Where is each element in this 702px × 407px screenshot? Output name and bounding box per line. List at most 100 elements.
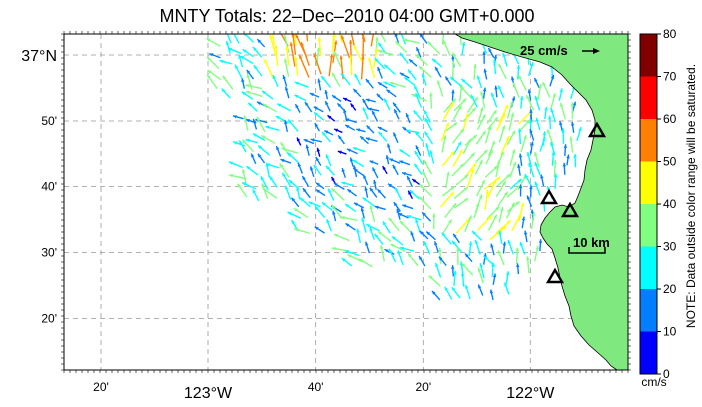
current-vector-head: [421, 73, 426, 78]
current-vector-head: [206, 38, 211, 42]
current-vector-head: [389, 81, 394, 86]
current-vector-head: [530, 62, 534, 67]
current-vector-head: [561, 128, 565, 132]
current-vector-head: [325, 165, 330, 170]
current-vector-head: [207, 74, 211, 79]
current-vector-head: [554, 173, 558, 178]
scale-vector-arrowhead: [593, 48, 600, 54]
current-vector-head: [387, 143, 391, 148]
current-vector-head: [542, 131, 547, 136]
current-vector-head: [313, 53, 317, 58]
current-vector-head: [362, 107, 367, 112]
current-vector-head: [343, 109, 347, 113]
current-vector-head: [350, 103, 355, 108]
current-vector-head: [295, 104, 299, 109]
longitude-tick-label: 40': [308, 380, 324, 394]
current-vector-head: [315, 189, 320, 194]
current-vector-head: [511, 202, 515, 207]
current-vector-head: [353, 202, 358, 207]
radar-site-marker: [539, 188, 559, 205]
current-vector-head: [419, 34, 424, 38]
current-vector-head: [274, 44, 278, 49]
current-vector-head: [559, 88, 563, 93]
current-vector-head: [419, 255, 423, 260]
current-vector-head: [334, 234, 339, 238]
current-vector-head: [292, 26, 295, 30]
current-vector-head: [264, 59, 268, 64]
current-vector-head: [265, 162, 269, 167]
current-vector: [269, 34, 277, 57]
current-vector-head: [482, 51, 486, 56]
current-vector-head: [413, 110, 418, 115]
current-vector-head: [315, 206, 319, 211]
current-vector-head: [360, 207, 365, 212]
current-vector-head: [280, 158, 285, 163]
current-vector-head: [398, 213, 403, 217]
current-vector-head: [529, 129, 533, 134]
current-vector-head: [316, 47, 321, 52]
coastline-land: [454, 34, 628, 370]
current-vector-head: [479, 160, 483, 165]
current-vector-head: [518, 75, 522, 80]
current-vector-head: [527, 89, 532, 94]
current-vector-head: [324, 89, 328, 94]
current-vector: [233, 34, 240, 44]
current-vector-head: [269, 176, 274, 181]
radar-site-marker: [560, 201, 580, 218]
current-vector-head: [498, 230, 502, 235]
current-vector-head: [378, 231, 382, 235]
current-vector-head: [482, 114, 486, 119]
current-vector-head: [559, 102, 564, 107]
current-vector-head: [345, 125, 350, 129]
current-vector-head: [435, 262, 439, 267]
current-vector-head: [431, 290, 436, 295]
current-vector-head: [241, 169, 246, 173]
current-vector-head: [506, 220, 511, 225]
current-vector-head: [337, 103, 342, 108]
current-vector-head: [497, 250, 502, 255]
latitude-tick-label: 20': [41, 312, 57, 326]
current-vector-head: [529, 185, 533, 190]
current-vector-head: [512, 161, 517, 166]
current-vector-head: [493, 54, 498, 59]
current-vector-head: [500, 151, 504, 156]
scale-vector-label: 25 cm/s: [520, 43, 568, 58]
current-vector-head: [321, 75, 325, 80]
current-vector-head: [402, 204, 407, 208]
current-vector-head: [501, 125, 506, 130]
current-vector-head: [285, 185, 289, 190]
current-vector-head: [346, 148, 351, 152]
current-vector-head: [547, 186, 551, 191]
current-vector-head: [578, 127, 582, 132]
current-vector-head: [377, 189, 382, 194]
current-vector-head: [419, 230, 424, 235]
current-vector-head: [528, 119, 533, 124]
current-vector-head: [372, 110, 376, 115]
current-vector-head: [333, 183, 338, 187]
current-vector-head: [399, 160, 404, 164]
current-vector-head: [345, 223, 350, 227]
current-vector-head: [476, 75, 481, 80]
current-vector-head: [253, 65, 258, 70]
current-vector-head: [313, 106, 318, 110]
current-vector-head: [314, 123, 319, 128]
current-vector-head: [376, 93, 381, 98]
current-vector-head: [481, 179, 485, 184]
current-vector-head: [353, 168, 358, 173]
current-vector-head: [410, 231, 414, 236]
current-vector-head: [321, 202, 326, 206]
current-vector-head: [551, 151, 556, 156]
current-vector-head: [415, 145, 420, 150]
current-vector-head: [534, 181, 538, 186]
current-vector-head: [229, 161, 233, 165]
current-vector-head: [388, 217, 393, 222]
current-vector-head: [251, 153, 255, 158]
current-vector-head: [521, 216, 526, 221]
current-vector-head: [279, 163, 284, 168]
current-vector: [290, 42, 296, 67]
colorbar-tick-label: 10: [663, 325, 677, 339]
current-vector-head: [518, 153, 523, 158]
latitude-tick-label: 40': [41, 180, 57, 194]
current-vector-head: [316, 147, 320, 152]
current-vector-head: [360, 136, 364, 140]
